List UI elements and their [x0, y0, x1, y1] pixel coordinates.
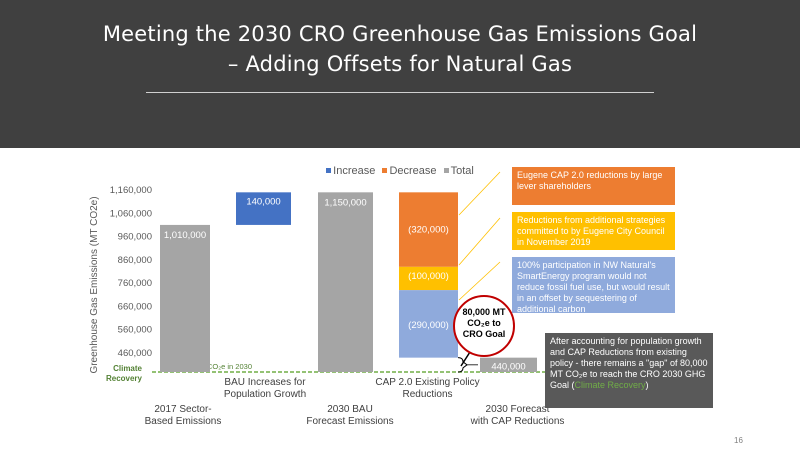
- title-underline: [146, 92, 654, 93]
- data-label: (100,000): [408, 271, 449, 282]
- y-tick-label: 1,060,000: [110, 208, 152, 219]
- gap-callout-circle: 80,000 MT CO₂e to CRO Goal: [453, 295, 515, 357]
- legend-decrease: Decrease: [382, 165, 437, 177]
- leader-blue: [458, 261, 501, 301]
- note-orange: Eugene CAP 2.0 reductions by large lever…: [512, 167, 675, 205]
- y-tick-label: 560,000: [118, 325, 152, 336]
- data-label: 440,000: [491, 362, 525, 373]
- data-label: 1,010,000: [164, 230, 206, 241]
- data-label: 1,150,000: [324, 197, 366, 208]
- data-label: 140,000: [246, 196, 280, 207]
- category-label-bau-increase: BAU Increases for Population Growth: [223, 377, 307, 400]
- bar-2017: [160, 224, 210, 372]
- note-blue: 100% participation in NW Natural's Smart…: [512, 257, 675, 314]
- chart-legend: Increase Decrease Total: [0, 165, 800, 177]
- legend-increase: Increase: [326, 165, 375, 177]
- bar-cap-reductions: [399, 192, 458, 267]
- goal-axis-label-2: Recovery: [106, 374, 143, 383]
- bar-city-council-strategies: [399, 266, 458, 291]
- bar-bau-increase: [236, 192, 291, 225]
- bar-2030-bau: [318, 192, 373, 372]
- y-tick-label: 760,000: [118, 278, 152, 289]
- y-tick-label: 960,000: [118, 232, 152, 243]
- goal-axis-label-1: Climate: [113, 364, 142, 373]
- page-number: 16: [734, 436, 743, 445]
- bar-2030-forecast: [480, 357, 537, 372]
- category-label-2017: 2017 Sector- Based Emissions: [144, 404, 222, 427]
- bar-smartenergy-offset: [399, 290, 458, 358]
- leader-yellow: [458, 217, 501, 266]
- note-yellow: Reductions from additional strategies co…: [512, 212, 675, 250]
- y-tick-label: 860,000: [118, 255, 152, 266]
- data-label: (290,000): [408, 320, 449, 331]
- title-band: Meeting the 2030 CRO Greenhouse Gas Emis…: [0, 0, 800, 148]
- category-label-2030-bau: 2030 BAU Forecast Emissions: [306, 404, 394, 427]
- category-label-2030-forecast: 2030 Forecast with CAP Reductions: [470, 404, 565, 427]
- slide-title-line-1: Meeting the 2030 CRO Greenhouse Gas Emis…: [102, 22, 698, 46]
- note-dark-climate-recovery: Climate Recovery: [574, 380, 646, 390]
- gap-callout-arrow: [460, 351, 471, 367]
- y-axis-title: Greenhouse Gas Emissions (MT CO2e): [89, 196, 100, 373]
- data-label: (320,000): [408, 225, 449, 236]
- y-tick-label: 1,160,000: [110, 185, 152, 196]
- category-label-cap-reductions: CAP 2.0 Existing Policy Reductions: [375, 377, 480, 400]
- slide-title-line-2: – Adding Offsets for Natural Gas: [227, 52, 573, 76]
- y-tick-label: 660,000: [118, 301, 152, 312]
- y-tick-label: 460,000: [118, 348, 152, 359]
- note-dark: After accounting for population growth a…: [545, 333, 713, 408]
- legend-total: Total: [443, 165, 474, 177]
- leader-orange: [458, 171, 501, 216]
